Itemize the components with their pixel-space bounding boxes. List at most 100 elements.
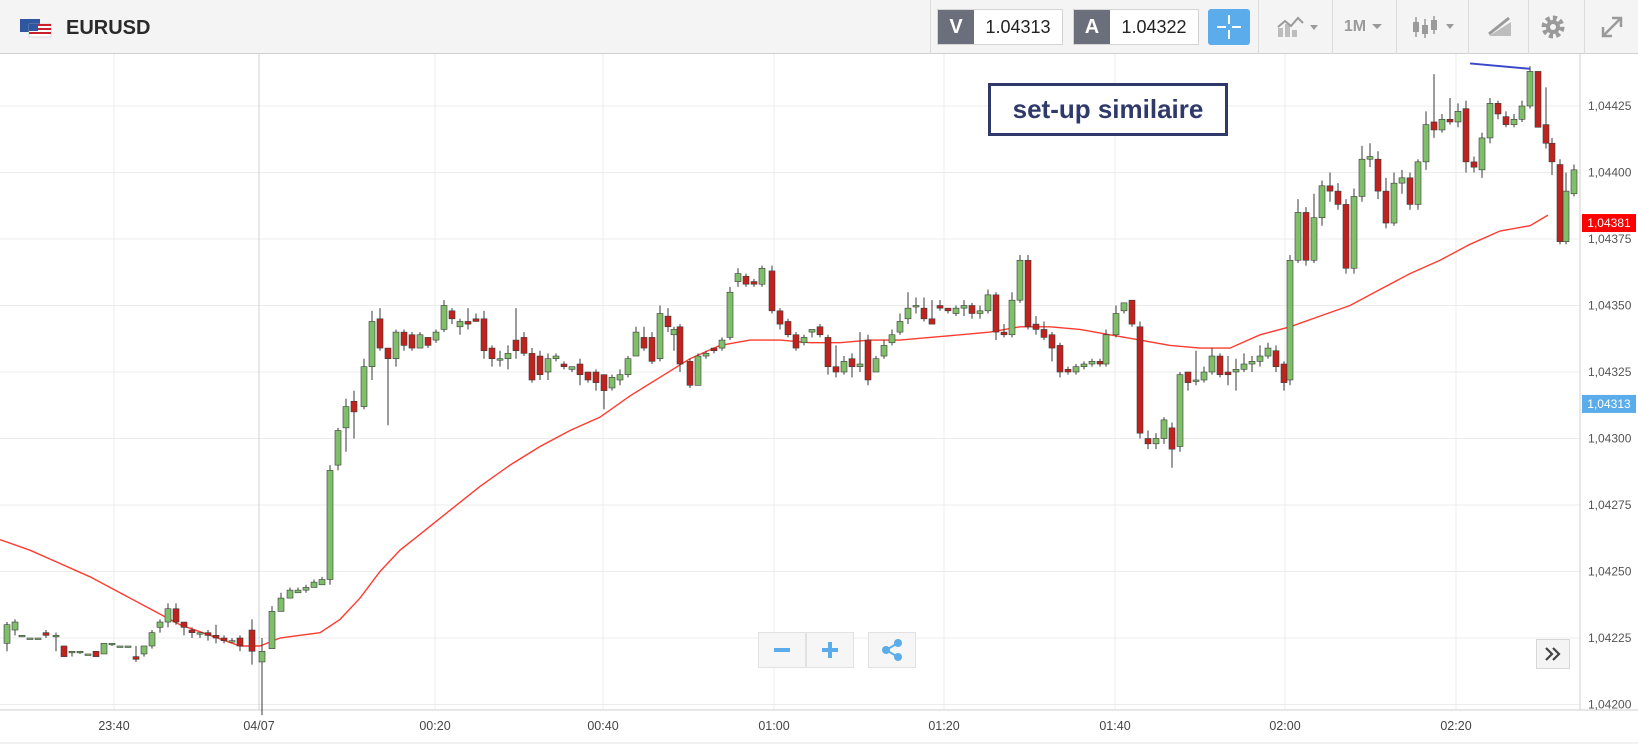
candle-bull	[1192, 379, 1200, 382]
candle-bear	[792, 334, 800, 349]
scroll-to-latest-button[interactable]	[1536, 639, 1570, 669]
candle-bull	[342, 406, 350, 429]
candle-bear	[92, 650, 100, 657]
candle-bull	[1152, 438, 1160, 445]
candle-bear	[560, 363, 568, 367]
fullscreen-icon	[1601, 16, 1623, 38]
double-chevron-right-icon	[1545, 647, 1561, 661]
candle-bear	[1056, 345, 1064, 373]
candle-bull	[1256, 355, 1264, 362]
candle-bull	[148, 632, 156, 647]
candle-bull	[872, 358, 880, 373]
price-chart[interactable]: 1,044251,044001,043751,043501,043251,043…	[0, 54, 1638, 744]
candle-bull	[196, 632, 204, 635]
candle-bull	[1112, 313, 1120, 336]
candle-bull	[26, 637, 34, 640]
time-axis: 23:40 04/07 00:20 00:40 01:00 01:20 01:40 02:00…	[98, 719, 1471, 733]
price-labels: 1,04381 1,04313	[1582, 214, 1636, 413]
time-tick-label: 01:00	[758, 719, 789, 733]
candle-bear	[1462, 108, 1470, 163]
candle-bull	[1120, 302, 1128, 312]
symbol-selector[interactable]: EURUSD	[20, 16, 150, 40]
candle-bull	[1102, 334, 1110, 365]
candle-bear	[600, 374, 608, 391]
crosshair-icon	[1217, 15, 1241, 39]
minus-icon	[774, 648, 790, 652]
ask-value: 1.04322	[1121, 16, 1187, 37]
candle-bull	[392, 331, 400, 360]
annotation-box[interactable]: set-up similaire	[988, 83, 1228, 136]
candle-bull	[880, 345, 888, 357]
chart-type-line-button[interactable]	[1266, 9, 1330, 45]
drawing-tools-button[interactable]	[1474, 9, 1526, 45]
candle-bear	[212, 635, 220, 639]
candle-bull	[616, 374, 624, 381]
candle-bull	[286, 589, 294, 599]
zoom-out-button[interactable]	[758, 632, 806, 668]
timeframe-button[interactable]: 1M	[1338, 9, 1390, 45]
candle-bear	[824, 337, 832, 367]
price-tick-label: 1,04400	[1588, 166, 1632, 180]
chart-area[interactable]: 1,04425 1,04400 1,04375 1,04350 1,04325 1,043…	[0, 54, 1638, 744]
candle-bull	[1264, 347, 1272, 357]
bid-price-box[interactable]: V 1.04313	[937, 9, 1063, 45]
candle-bull	[904, 307, 912, 320]
candle-bear	[576, 363, 584, 375]
candle-bear	[248, 629, 256, 652]
price-tick-label: 1,04200	[1588, 698, 1632, 712]
candle-bear	[968, 305, 976, 314]
candle-bear	[1144, 438, 1152, 445]
candle-bear	[1184, 371, 1192, 383]
candle-bear	[784, 321, 792, 336]
settings-button[interactable]	[1530, 9, 1576, 45]
ask-price-box[interactable]: A 1.04322	[1073, 9, 1199, 45]
chart-style-button[interactable]	[1404, 9, 1464, 45]
zoom-in-button[interactable]	[806, 632, 854, 668]
candle-bull	[416, 334, 424, 349]
candle-bear	[1064, 369, 1072, 373]
candle-bear	[512, 339, 520, 352]
candle-bull	[568, 366, 576, 370]
price-axis: 1,04425 1,04400 1,04375 1,04350 1,04325 1,043…	[1588, 99, 1632, 712]
candle-bear	[648, 337, 656, 362]
candle-bull	[1318, 185, 1326, 219]
last-price-label-bg	[1582, 214, 1636, 233]
candle-bull	[976, 310, 984, 314]
candle-bear	[1334, 190, 1342, 205]
candle-bull	[318, 579, 326, 586]
candle-bear	[1000, 331, 1008, 336]
candle-bear	[400, 331, 408, 346]
candle-bear	[864, 339, 872, 381]
candle-bull	[1422, 124, 1430, 163]
trendline-layer	[1469, 62, 1531, 70]
fullscreen-button[interactable]	[1590, 9, 1634, 45]
candle-bull	[1570, 169, 1578, 195]
candle-bull	[984, 294, 992, 312]
candle-bull	[1526, 71, 1534, 107]
candle-bear	[1040, 329, 1048, 338]
trendline	[1469, 62, 1531, 70]
candle-bear	[936, 305, 944, 309]
candle-bull	[334, 430, 342, 466]
candle-bear	[832, 366, 840, 373]
candle-bear	[1534, 71, 1542, 128]
candle-bear	[376, 318, 384, 349]
crosshair-button[interactable]	[1208, 9, 1250, 45]
candle-bear	[640, 337, 648, 349]
candle-bull	[1232, 369, 1240, 373]
share-button[interactable]	[868, 632, 916, 668]
candle-bear	[1024, 259, 1032, 328]
candle-bear	[188, 629, 196, 633]
candle-bull	[1438, 119, 1446, 131]
candle-bull	[108, 643, 116, 646]
symbol-name: EURUSD	[66, 16, 151, 39]
candle-bull	[432, 331, 440, 341]
candle-bull	[496, 358, 504, 361]
candle-bull	[960, 305, 968, 309]
candle-bear	[464, 321, 472, 325]
candle-bull	[3, 624, 11, 644]
candle-bull	[1478, 137, 1486, 171]
share-icon	[882, 639, 902, 661]
moving-average-line	[0, 214, 1549, 647]
price-tick-label: 1,04375	[1588, 232, 1632, 246]
